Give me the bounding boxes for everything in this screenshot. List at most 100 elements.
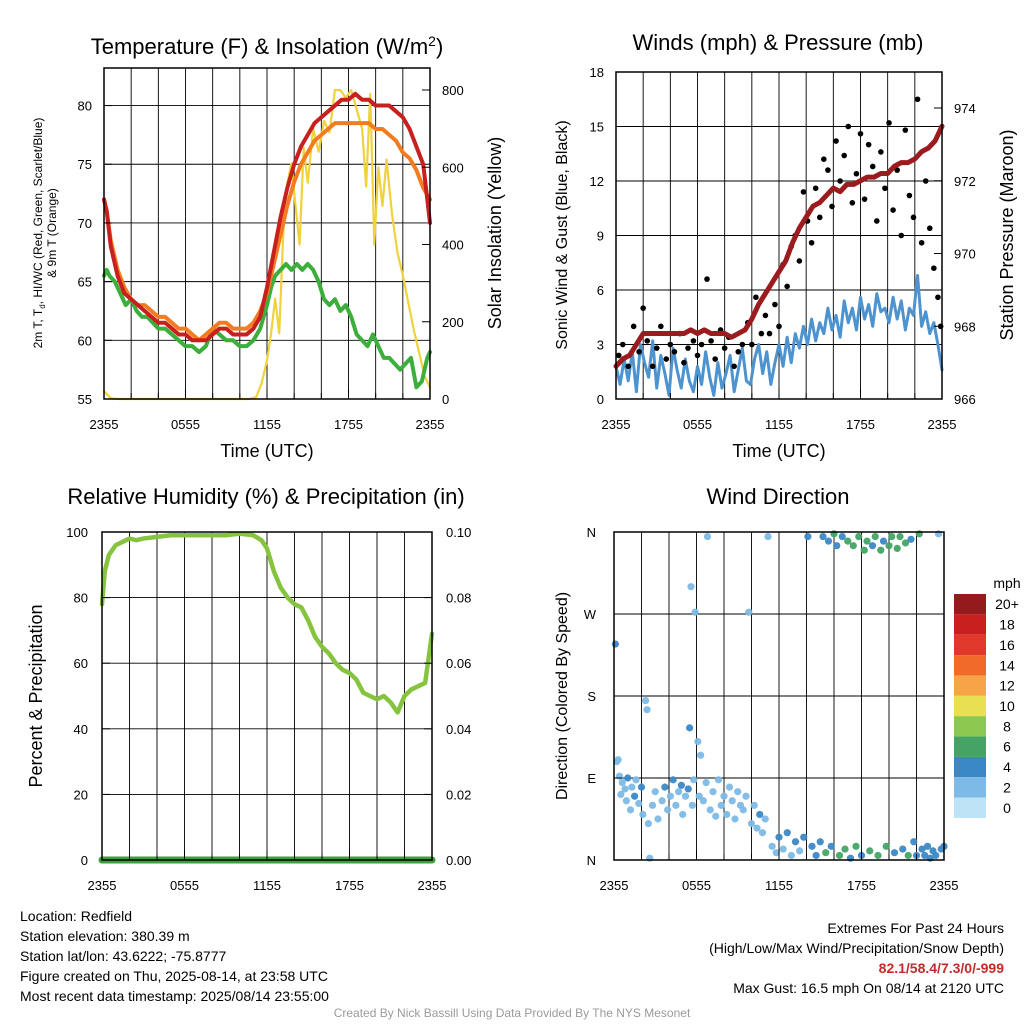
wind-direction-point bbox=[885, 542, 893, 550]
wind-direction-point bbox=[651, 788, 659, 796]
gust-point bbox=[922, 178, 929, 184]
wind-direction-point bbox=[731, 815, 739, 823]
wind-direction-point bbox=[904, 851, 912, 860]
wind-direction-point bbox=[644, 819, 652, 828]
gust-point bbox=[704, 276, 710, 282]
x-tick-label: 2355 bbox=[928, 417, 957, 432]
gust-point bbox=[898, 232, 905, 239]
gust-point bbox=[712, 356, 718, 362]
wind-direction-point bbox=[694, 737, 702, 746]
y2-tick-label: 0 bbox=[442, 392, 449, 407]
y2-tick-label: 0.06 bbox=[446, 656, 471, 671]
gust-point bbox=[931, 265, 937, 272]
x-tick-label: 1755 bbox=[847, 878, 876, 893]
station-location: Location: Redfield bbox=[20, 908, 133, 924]
y2-tick-label: 800 bbox=[442, 83, 464, 98]
x-tick-label: 0555 bbox=[170, 878, 199, 893]
gust-point bbox=[902, 127, 909, 133]
gust-point bbox=[833, 138, 839, 144]
x-tick-label: 2355 bbox=[418, 878, 447, 893]
gust-point bbox=[874, 218, 880, 224]
temperature-ylabel: 2m T, Td, HI/WC (Red, Green, Scarlet/Blu… bbox=[31, 118, 47, 349]
direction-tick-label: W bbox=[584, 607, 597, 622]
gust-point bbox=[698, 341, 705, 348]
gust-point bbox=[821, 156, 827, 162]
y-tick-label: 20 bbox=[74, 787, 88, 802]
temperature-series bbox=[102, 88, 432, 401]
x-tick-label: 1755 bbox=[846, 417, 875, 432]
wind-direction-point bbox=[686, 724, 694, 732]
y2-tick-label: 600 bbox=[442, 160, 464, 175]
gust-point bbox=[918, 239, 925, 246]
colorbar-label: 20+ bbox=[995, 596, 1019, 612]
colorbar-swatch bbox=[954, 777, 986, 798]
direction-tick-label: E bbox=[587, 771, 596, 786]
gust-point bbox=[861, 196, 868, 202]
station-latlon: Station lat/lon: 43.6222; -75.8777 bbox=[20, 948, 227, 964]
y2-tick-label: 0.04 bbox=[446, 722, 471, 737]
colorbar-swatch bbox=[954, 797, 986, 818]
wind-direction-point bbox=[672, 801, 680, 809]
wind-direction-point bbox=[863, 537, 871, 545]
wind-direction-point bbox=[677, 781, 685, 789]
wind-direction-point bbox=[742, 792, 750, 800]
wind-direction-point bbox=[695, 792, 703, 800]
gust-point bbox=[845, 123, 852, 130]
wind-direction-point bbox=[866, 847, 874, 855]
colorbar-label: 14 bbox=[999, 657, 1015, 673]
winds-panel: Winds (mph) & Pressure (mb) 2355 0555 1155… bbox=[554, 30, 1017, 461]
gust-point bbox=[671, 348, 678, 355]
wind-direction-point bbox=[849, 542, 857, 550]
wind-direction-point bbox=[896, 532, 904, 541]
winds-series bbox=[613, 96, 945, 397]
gust-point bbox=[762, 312, 769, 319]
y-tick-label: 12 bbox=[590, 174, 604, 189]
wind-direction-point bbox=[756, 810, 764, 819]
gust-point bbox=[644, 338, 651, 344]
gust-point bbox=[772, 301, 778, 308]
wind-direction-point bbox=[923, 842, 932, 850]
temperature-ylabel-line2: & 9m T (Orange) bbox=[45, 188, 59, 278]
y-tick-label: 9 bbox=[597, 229, 604, 244]
wind-direction-point bbox=[874, 851, 882, 860]
temperature-series-line-3 bbox=[102, 91, 432, 343]
y-tick-label: 40 bbox=[74, 722, 88, 737]
wind-direction-point bbox=[758, 829, 767, 837]
credit-line: Created By Nick Bassill Using Data Provi… bbox=[333, 1006, 691, 1020]
wind-direction-point bbox=[621, 785, 629, 793]
humidity-ticks: 2355 0555 1155 1755 23550204060801000.000.02… bbox=[66, 525, 471, 893]
x-tick-label: 2355 bbox=[90, 417, 119, 432]
gust-point bbox=[935, 294, 941, 301]
gust-point bbox=[857, 130, 864, 137]
gust-point bbox=[926, 225, 933, 232]
y-tick-label: 3 bbox=[597, 338, 604, 353]
wind-direction-point bbox=[750, 801, 758, 809]
y2-tick-label: 400 bbox=[442, 238, 464, 253]
colorbar-swatch bbox=[954, 716, 986, 737]
max-gust: Max Gust: 16.5 mph On 08/14 at 2120 UTC bbox=[733, 980, 1004, 996]
gust-point bbox=[685, 345, 691, 351]
wind-direction-point bbox=[918, 845, 926, 853]
gust-point bbox=[882, 185, 888, 192]
gust-point bbox=[784, 283, 790, 290]
y-tick-label: 55 bbox=[78, 392, 92, 407]
wind-direction-point bbox=[611, 640, 619, 648]
colorbar-label: 10 bbox=[999, 698, 1015, 714]
x-tick-label: 2355 bbox=[416, 417, 445, 432]
wind-direction-point bbox=[844, 537, 852, 545]
gust-point bbox=[829, 203, 835, 210]
wind-direction-point bbox=[664, 806, 672, 814]
wind-direction-point bbox=[622, 797, 630, 805]
wind-direction-point bbox=[879, 537, 888, 545]
wind-direction-point bbox=[800, 833, 808, 841]
gust-point bbox=[658, 323, 664, 330]
y2-tick-label: 968 bbox=[954, 319, 976, 334]
wind-direction-ylabel: Direction (Colored By Speed) bbox=[554, 592, 571, 800]
wind-direction-point bbox=[901, 539, 910, 547]
wind-direction-point bbox=[637, 783, 646, 791]
wind-direction-point bbox=[723, 810, 731, 819]
wind-direction-point bbox=[868, 542, 877, 550]
wind-direction-point bbox=[779, 845, 787, 853]
y-tick-label: 75 bbox=[78, 157, 92, 172]
